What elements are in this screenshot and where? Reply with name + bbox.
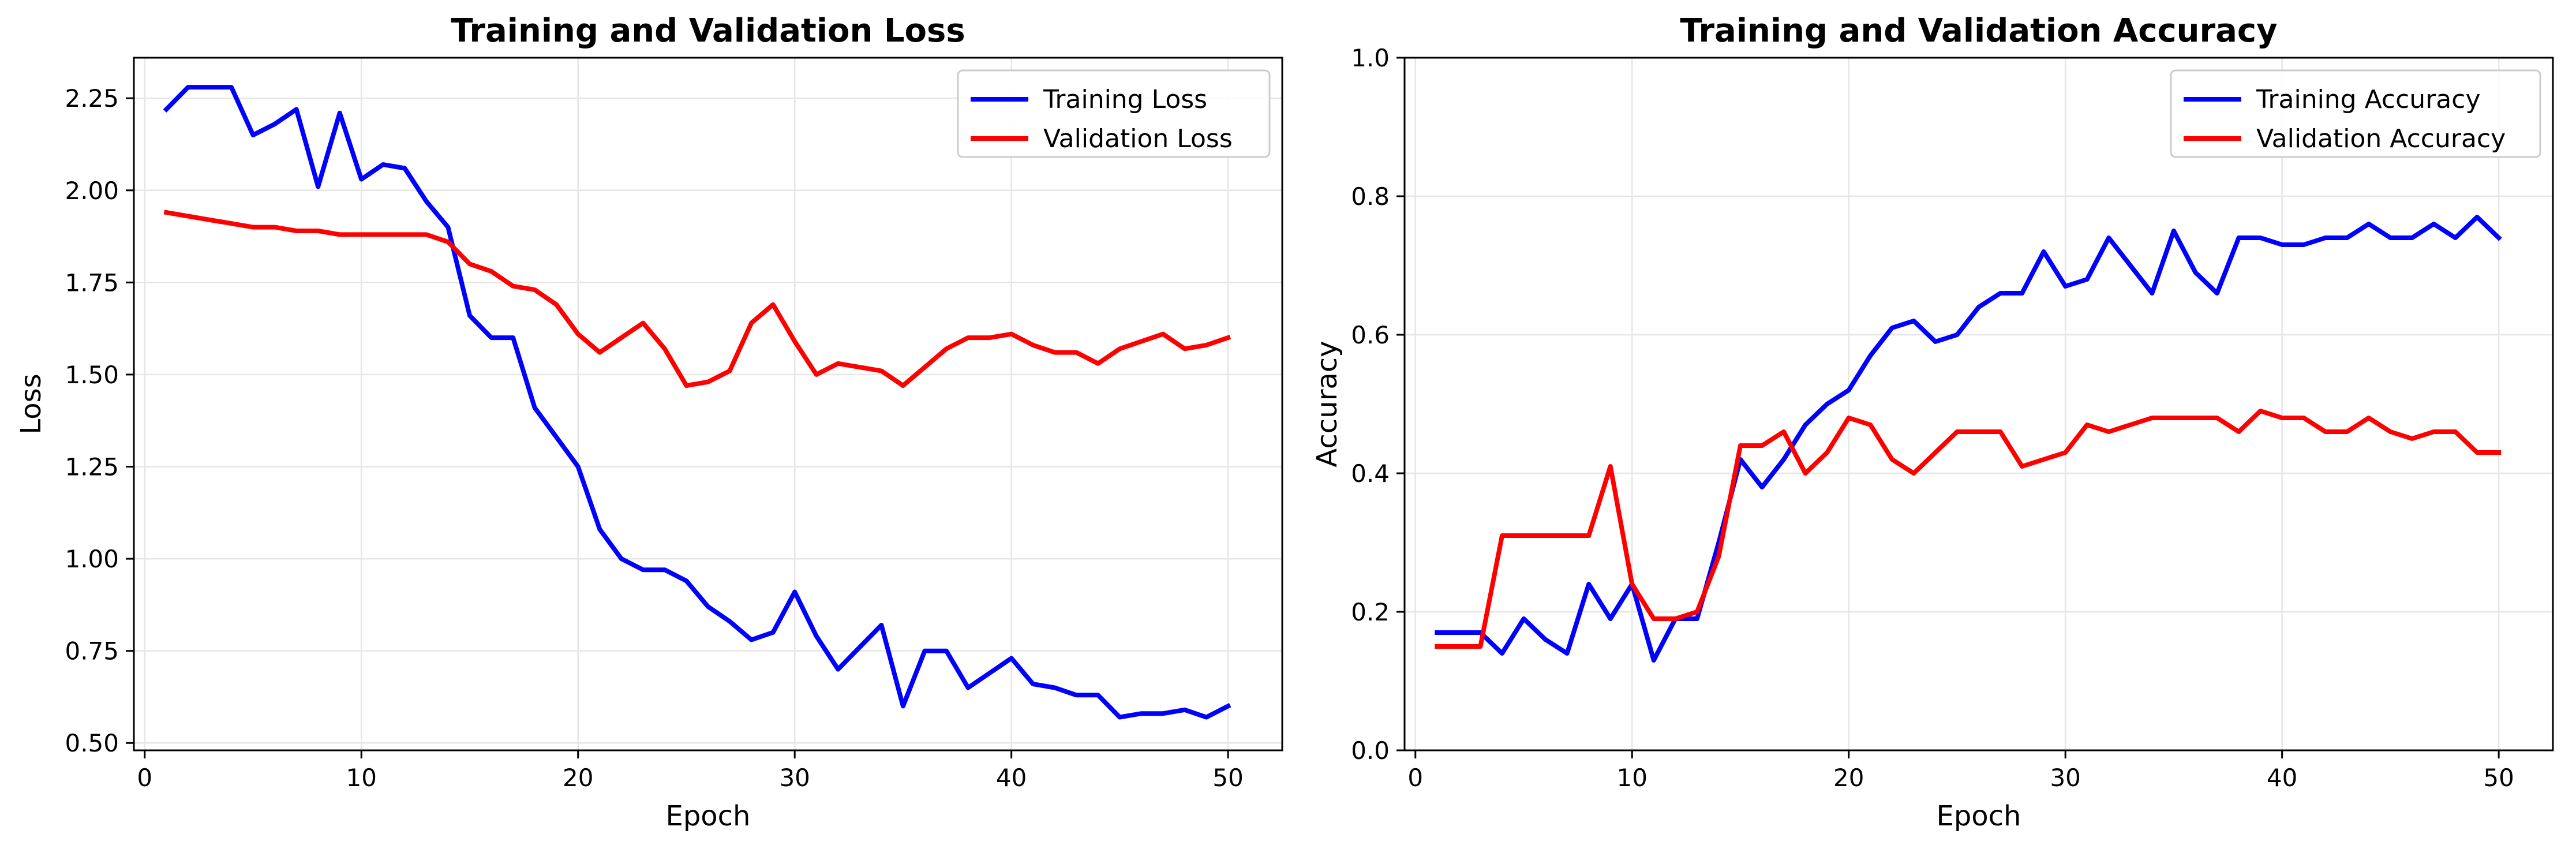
x-tick-label: 40 <box>996 764 1027 792</box>
accuracy-chart: Training and Validation Accuracy Epoch A… <box>1311 12 2554 832</box>
y-tick-label: 0.50 <box>65 729 119 757</box>
y-tick-label: 0.2 <box>1351 598 1390 626</box>
legend-label-training-loss: Training Loss <box>1043 85 1207 114</box>
x-tick-label: 0 <box>137 764 152 792</box>
x-tick-label: 0 <box>1407 764 1423 792</box>
y-tick-label: 1.0 <box>1351 44 1390 72</box>
legend-label-validation-loss: Validation Loss <box>1043 124 1233 154</box>
y-tick-label: 0.4 <box>1351 459 1390 488</box>
y-tick-label: 1.00 <box>65 545 119 573</box>
legend-label-training-accuracy: Training Accuracy <box>2256 85 2480 114</box>
loss-chart-legend: Training Loss Validation Loss <box>957 69 1271 158</box>
series-line-validation-loss <box>163 210 1231 388</box>
y-tick-label: 0.8 <box>1351 182 1390 211</box>
y-tick-label: 0.6 <box>1351 321 1390 349</box>
loss-legend-box <box>957 69 1271 158</box>
y-tick-label: 1.25 <box>65 453 119 481</box>
y-tick-label: 0.0 <box>1351 736 1390 765</box>
loss-chart: Training and Validation Loss Epoch Loss … <box>15 12 1283 832</box>
y-tick-label: 0.75 <box>65 637 119 665</box>
legend-label-validation-accuracy: Validation Accuracy <box>2256 124 2506 154</box>
x-tick-label: 30 <box>2050 764 2080 792</box>
x-tick-label: 50 <box>2483 764 2514 792</box>
loss-chart-y-axis-label: Loss <box>15 373 47 434</box>
x-tick-label: 40 <box>2267 764 2297 792</box>
x-tick-label: 20 <box>563 764 593 792</box>
loss-chart-x-axis-label: Epoch <box>666 800 751 832</box>
loss-plot-area <box>134 58 1282 750</box>
loss-chart-title: Training and Validation Loss <box>451 12 965 50</box>
accuracy-chart-y-axis-label: Accuracy <box>1311 341 1343 467</box>
x-tick-label: 10 <box>1617 764 1648 792</box>
y-tick-label: 2.00 <box>65 177 119 205</box>
accuracy-plot-area <box>1405 58 2553 750</box>
accuracy-chart-legend: Training Accuracy Validation Accuracy <box>2170 69 2541 158</box>
x-tick-label: 10 <box>346 764 377 792</box>
loss-chart-series <box>163 85 1231 720</box>
loss-axes-frame <box>133 57 1283 751</box>
accuracy-chart-x-axis-label: Epoch <box>1937 800 2021 832</box>
accuracy-legend-box <box>2170 69 2541 158</box>
series-line-validation-accuracy <box>1435 409 2502 649</box>
x-tick-label: 20 <box>1833 764 1864 792</box>
series-line-training-accuracy <box>1435 215 2502 663</box>
y-tick-label: 2.25 <box>65 84 119 113</box>
accuracy-chart-series <box>1435 215 2502 663</box>
x-tick-label: 30 <box>779 764 810 792</box>
y-tick-label: 1.75 <box>65 268 119 297</box>
accuracy-chart-grid <box>1405 57 2553 751</box>
accuracy-axes-frame <box>1403 57 2554 751</box>
loss-chart-grid <box>134 58 1282 750</box>
series-line-training-loss <box>163 85 1231 720</box>
y-tick-label: 1.50 <box>65 361 119 389</box>
x-tick-label: 50 <box>1212 764 1243 792</box>
accuracy-chart-title: Training and Validation Accuracy <box>1680 12 2277 50</box>
